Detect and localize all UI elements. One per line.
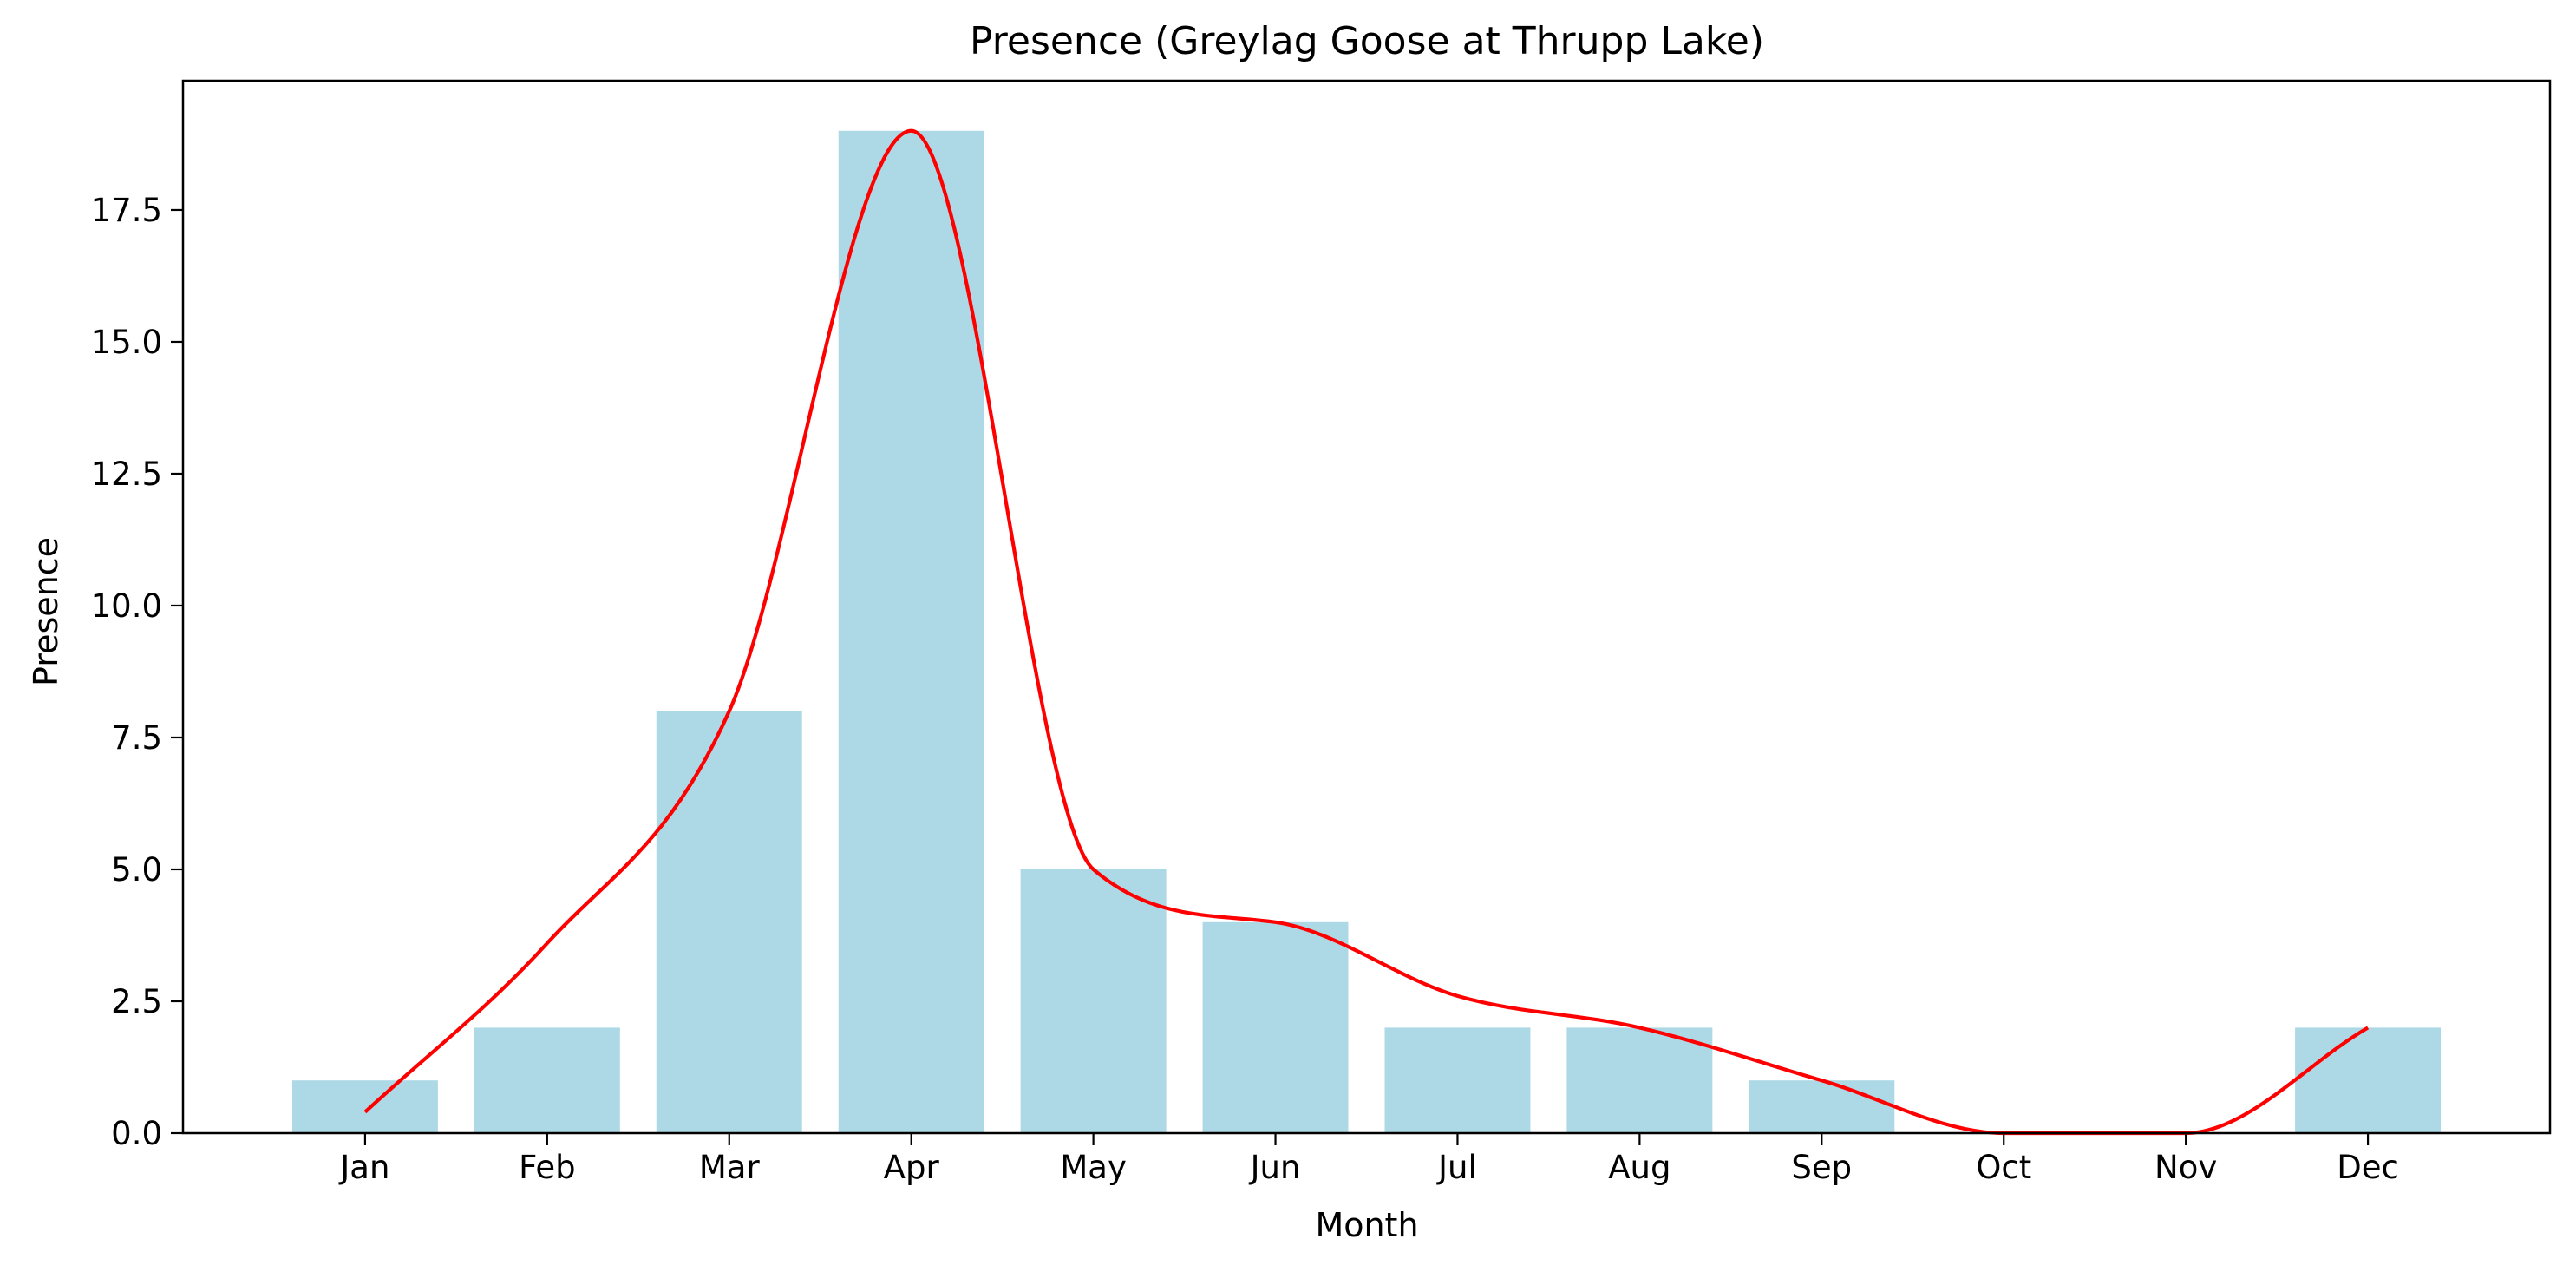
bar-feb (474, 1027, 620, 1133)
chart-title: Presence (Greylag Goose at Thrupp Lake) (970, 19, 1764, 63)
y-tick-label: 5.0 (111, 851, 162, 888)
y-tick-label: 15.0 (91, 324, 162, 361)
axes-group (181, 79, 2552, 1135)
x-tick-label-aug: Aug (1608, 1149, 1670, 1186)
y-tick-label: 7.5 (111, 719, 162, 757)
x-tick-label-feb: Feb (519, 1149, 576, 1186)
x-tick-label-mar: Mar (699, 1149, 761, 1186)
x-tick-label-jun: Jun (1249, 1149, 1301, 1186)
bar-may (1020, 869, 1167, 1133)
y-axis-label: Presence (27, 537, 65, 686)
bar-aug (1566, 1027, 1713, 1133)
x-tick-label-sep: Sep (1791, 1149, 1852, 1186)
bar-sep (1749, 1080, 1895, 1133)
bar-jun (1202, 921, 1349, 1133)
bar-mar (656, 711, 802, 1133)
x-tick-label-may: May (1060, 1149, 1127, 1186)
y-tick-label: 12.5 (91, 456, 162, 493)
x-tick-label-dec: Dec (2337, 1149, 2399, 1186)
x-axis-label: Month (1315, 1206, 1418, 1244)
bar-jan (291, 1080, 438, 1133)
bar-dec (2295, 1027, 2442, 1133)
bars-group (291, 130, 2442, 1133)
bar-jul (1384, 1027, 1531, 1133)
ticks-group: Jan Feb Mar Apr May Jun Jul Aug Sep Oct Nov Dec 0.0 2… (91, 192, 2399, 1186)
y-tick-label: 2.5 (111, 983, 162, 1020)
bar-apr (838, 130, 984, 1133)
x-tick-label-jan: Jan (338, 1149, 389, 1186)
y-tick-label: 10.0 (91, 587, 162, 625)
x-tick-label-oct: Oct (1976, 1149, 2031, 1186)
y-tick-label: 17.5 (91, 192, 162, 229)
y-tick-label: 0.0 (111, 1115, 162, 1152)
x-tick-label-nov: Nov (2154, 1149, 2217, 1186)
x-tick-label-apr: Apr (884, 1149, 940, 1186)
plot-frame (181, 79, 2552, 1135)
x-tick-label-jul: Jul (1436, 1149, 1477, 1186)
